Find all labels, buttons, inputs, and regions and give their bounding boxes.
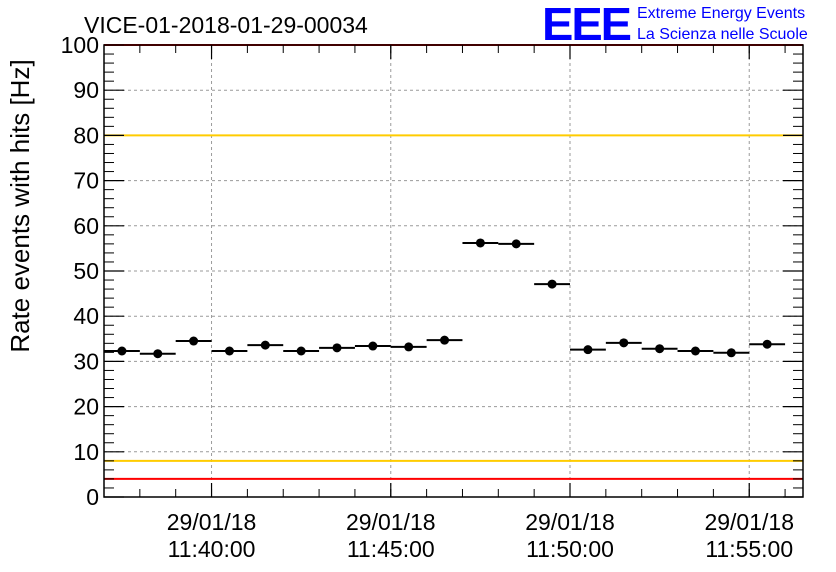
y-tick-label: 70 xyxy=(73,168,99,194)
grid xyxy=(104,45,803,497)
y-tick-label: 100 xyxy=(61,32,99,58)
y-tick-label: 0 xyxy=(86,484,99,510)
data-point xyxy=(583,345,593,355)
data-point xyxy=(153,349,163,359)
y-tick-label: 50 xyxy=(73,258,99,284)
data-point xyxy=(726,348,736,358)
x-tick-time: 11:45:00 xyxy=(347,536,435,562)
data-point xyxy=(511,239,521,249)
data-point xyxy=(619,338,629,348)
data-point xyxy=(440,335,450,345)
eee-logo: EEE Extreme Energy Events La Scienza nel… xyxy=(542,0,808,50)
chart-title: VICE-01-2018-01-29-00034 xyxy=(84,12,368,38)
data-point xyxy=(655,344,665,354)
data-point xyxy=(260,340,270,350)
y-tick-label: 60 xyxy=(73,213,99,239)
data-point xyxy=(404,342,414,352)
data-point xyxy=(189,336,199,346)
data-point xyxy=(690,346,700,356)
data-point xyxy=(547,279,557,289)
tick-labels: 010203040506070809010029/01/1811:40:0029… xyxy=(61,32,794,562)
logo-line-2: La Scienza nelle Scuole xyxy=(637,26,808,43)
axes xyxy=(103,44,804,498)
x-tick-time: 11:50:00 xyxy=(526,536,614,562)
x-tick-time: 11:40:00 xyxy=(168,536,256,562)
data-point xyxy=(332,343,342,353)
plot-frame xyxy=(103,44,804,498)
data-point xyxy=(117,346,127,356)
reference-lines xyxy=(104,44,803,480)
data-points xyxy=(104,238,786,359)
data-point xyxy=(368,341,378,351)
y-tick-label: 20 xyxy=(73,394,99,420)
x-tick-date: 29/01/18 xyxy=(167,509,257,535)
y-axis-title: Rate events with hits [Hz] xyxy=(5,59,35,352)
y-tick-label: 40 xyxy=(73,303,99,329)
x-tick-date: 29/01/18 xyxy=(525,509,615,535)
y-tick-label: 30 xyxy=(73,348,99,374)
x-tick-date: 29/01/18 xyxy=(346,509,436,535)
data-point xyxy=(296,346,306,356)
y-tick-label: 80 xyxy=(73,122,99,148)
logo-mark: EEE xyxy=(542,0,630,50)
x-tick-time: 11:55:00 xyxy=(705,536,793,562)
data-point xyxy=(762,339,772,349)
y-tick-label: 10 xyxy=(73,439,99,465)
logo-line-1: Extreme Energy Events xyxy=(637,5,805,22)
data-point xyxy=(475,238,485,248)
data-point xyxy=(224,346,234,356)
x-tick-date: 29/01/18 xyxy=(704,509,794,535)
y-tick-label: 90 xyxy=(73,77,99,103)
